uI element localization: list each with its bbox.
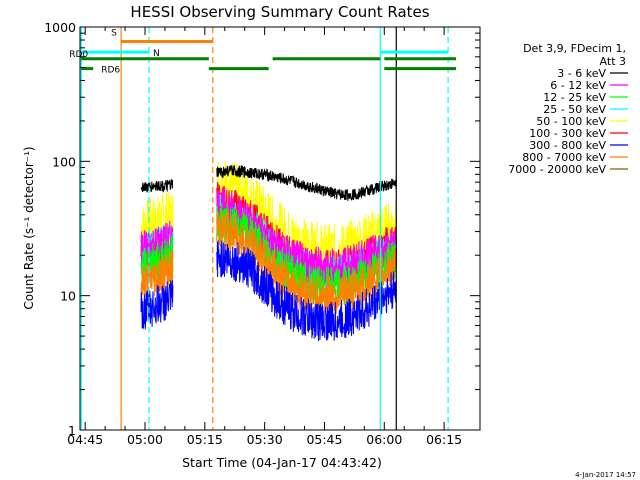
x-tick-label: 05:15 — [187, 432, 223, 447]
legend-label: 12 - 25 keV — [543, 91, 606, 104]
legend-label: 50 - 100 keV — [536, 115, 606, 128]
x-tick-label: 06:00 — [366, 432, 402, 447]
y-tick-label: 10 — [60, 289, 76, 304]
data-layer — [140, 161, 397, 342]
y-tick-label: 100 — [52, 154, 76, 169]
flag-label: N — [153, 49, 160, 59]
series-line — [140, 179, 174, 193]
chart-title: HESSI Observing Summary Count Rates — [130, 3, 429, 21]
y-tick-label: 1000 — [44, 20, 76, 35]
plot-frame — [79, 26, 481, 431]
legend-header-line2: Att 3 — [600, 55, 626, 68]
series-line — [216, 210, 397, 315]
x-tick-label: 05:45 — [306, 432, 342, 447]
legend-label: 3 - 6 keV — [557, 67, 606, 80]
legend-label: 25 - 50 keV — [543, 103, 606, 116]
series-line — [216, 164, 397, 201]
x-axis-label: Start Time (04-Jan-17 04:43:42) — [182, 455, 382, 470]
axis-layer: 04:45 05:00 05:15 05:30 05:45 06:00 06:15 1 10 10… — [44, 20, 480, 447]
series-line — [216, 240, 397, 342]
flag-layer: S N RD0 RD6 — [69, 28, 457, 76]
y-tick-label: 1 — [68, 423, 76, 438]
legend-header-line1: Det 3,9, FDecim 1, — [523, 42, 626, 55]
series-line — [140, 280, 174, 330]
legend-label: 7000 - 20000 keV — [508, 163, 606, 176]
legend-label: 6 - 12 keV — [550, 79, 606, 92]
legend-label: 300 - 800 keV — [529, 139, 606, 152]
flag-label: RD6 — [101, 66, 120, 76]
legend-label: 100 - 300 keV — [529, 127, 606, 140]
series-line — [140, 248, 174, 304]
flag-label: S — [111, 28, 117, 38]
x-tick-label: 05:30 — [247, 432, 283, 447]
x-tick-label: 05:00 — [127, 432, 163, 447]
x-tick-label: 04:45 — [67, 432, 103, 447]
marker-layer — [80, 27, 449, 430]
x-tick-label: 06:15 — [426, 432, 462, 447]
legend-label: 800 - 7000 keV — [522, 151, 606, 164]
footer-timestamp: 4-Jan-2017 14:57 — [575, 471, 636, 479]
flag-label: RD0 — [69, 50, 88, 60]
y-axis-label: Count Rate (s⁻¹ detector⁻¹) — [22, 146, 36, 309]
